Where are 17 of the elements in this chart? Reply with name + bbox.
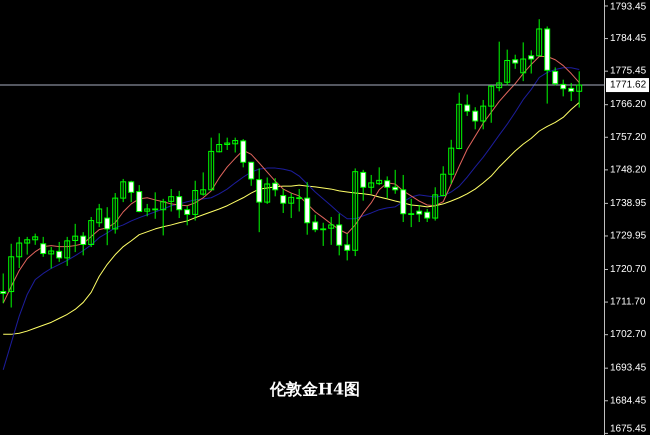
y-tick-label: 1702.70 — [610, 329, 647, 340]
text: 伦敦金H4图 — [268, 380, 360, 398]
y-tick-label: 1693.45 — [610, 362, 647, 374]
y-tick-label: 1684.45 — [610, 395, 647, 406]
y-tick-label: 1748.20 — [610, 164, 647, 176]
y-tick-label: 1793.45 — [610, 2, 647, 12]
y-tick-label: 1675.45 — [610, 424, 647, 434]
y-tick-label: 1766.20 — [610, 99, 647, 110]
y-tick-label: 1729.95 — [610, 230, 647, 242]
y-tick-label: 1775.45 — [610, 66, 647, 77]
y-tick-label: 1738.95 — [610, 198, 647, 209]
y-tick-label: 1757.20 — [610, 132, 647, 143]
y-tick-label: 1720.70 — [610, 264, 647, 275]
ref-line-label: 1771.62 — [610, 80, 647, 91]
y-tick-label: 1711.70 — [610, 296, 646, 308]
y-tick-label: 1784.45 — [610, 33, 647, 44]
ref-label: 1771.62 — [606, 78, 649, 92]
